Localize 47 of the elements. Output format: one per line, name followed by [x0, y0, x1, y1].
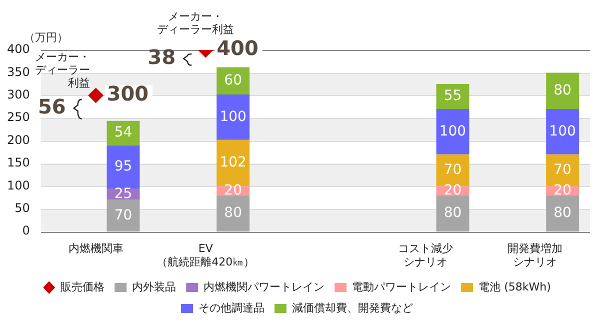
data-label: 80 — [554, 205, 572, 222]
data-label: 400 — [216, 36, 258, 60]
legend-label: 内外装品 — [132, 280, 176, 294]
y-tick-label: 250 — [7, 110, 30, 124]
data-label: 25 — [114, 186, 132, 202]
data-label: 70 — [114, 207, 132, 224]
x-tick-label: 内燃機関車 — [68, 242, 124, 256]
x-tick-label: 開発費増加シナリオ — [508, 242, 563, 268]
data-label: 100 — [220, 108, 246, 125]
legend-label: 販売価格 — [60, 280, 105, 294]
data-label: 80 — [224, 205, 242, 222]
data-label: 60 — [224, 72, 242, 89]
data-label: 300 — [106, 82, 149, 106]
legend-label: 内燃機関パワートレイン — [204, 280, 325, 294]
data-label: 20 — [444, 182, 462, 198]
y-tick-label: 150 — [7, 156, 30, 170]
data-label: 20 — [554, 182, 572, 198]
y-tick-label: 350 — [7, 64, 30, 79]
data-label: 70 — [554, 162, 572, 178]
legend-label: その他調達品 — [198, 301, 264, 314]
data-label: 54 — [114, 124, 132, 141]
y-tick-label: 50 — [14, 201, 30, 216]
legend-label: 減価償却費、開発費など — [292, 301, 413, 314]
text: メーカー・ディーラー利益 — [157, 10, 234, 36]
legend-label: 電動パワートレイン — [352, 280, 452, 294]
y-tick-label: 400 — [7, 42, 30, 56]
y-tick-label: 100 — [7, 178, 30, 192]
legend-label: 電池 (58kWh) — [478, 280, 551, 294]
data-label: 100 — [439, 123, 466, 140]
data-label: 100 — [549, 123, 576, 140]
annotation: 38 — [148, 44, 176, 69]
annotation: 56 — [38, 94, 66, 118]
data-label: 102 — [220, 154, 246, 171]
data-label: 80 — [554, 82, 572, 98]
data-label: 70 — [444, 162, 462, 178]
data-label: 55 — [444, 88, 462, 104]
y-axis-title: （万円） — [24, 30, 68, 44]
y-tick-label: 0 — [22, 224, 30, 238]
y-tick-label: 200 — [7, 132, 30, 147]
annotation: メーカー・ディーラー利益 — [34, 50, 90, 90]
data-label: 95 — [114, 158, 132, 175]
bar — [546, 72, 580, 110]
y-tick-label: 300 — [7, 88, 30, 102]
data-label: 20 — [224, 182, 242, 198]
x-tick-label: コスト減少シナリオ — [398, 242, 453, 268]
data-label: 80 — [444, 205, 462, 222]
x-tick-label: EV（航続距離420㎞） — [156, 242, 255, 268]
